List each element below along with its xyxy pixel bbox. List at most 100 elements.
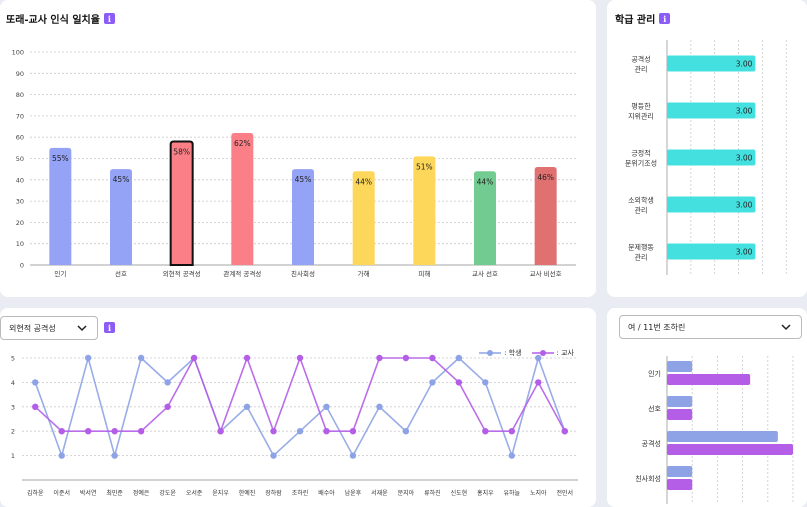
bar-value-label: 45% bbox=[295, 175, 312, 184]
y-tick-label: 2 bbox=[11, 428, 15, 436]
line-legend: : 학생 : 교사 bbox=[479, 348, 574, 358]
x-tick-label: 강도윤 bbox=[159, 489, 176, 497]
x-tick-label: 배수아 bbox=[318, 489, 335, 497]
x-tick-label: 서재윤 bbox=[371, 489, 388, 497]
data-point-교사 bbox=[217, 428, 224, 435]
data-point-학생 bbox=[376, 403, 383, 410]
data-point-학생 bbox=[402, 428, 410, 435]
x-tick-label: 조하린 bbox=[292, 489, 309, 497]
bar bbox=[667, 479, 693, 490]
y-tick-label: 90 bbox=[16, 70, 24, 78]
data-point-교사 bbox=[376, 354, 383, 362]
data-point-교사 bbox=[561, 428, 568, 435]
data-point-교사 bbox=[243, 354, 251, 362]
y-tick-label: 80 bbox=[16, 91, 24, 99]
x-tick-label: 피해 bbox=[418, 269, 430, 278]
bar bbox=[667, 374, 751, 385]
y-tick-label: 문제행동 관리 bbox=[628, 243, 654, 262]
y-tick-label: 선호 bbox=[648, 404, 661, 413]
y-tick-label: 40 bbox=[16, 176, 24, 184]
data-point-학생 bbox=[243, 403, 251, 410]
data-point-교사 bbox=[111, 428, 118, 435]
bar-value-label: 3.00 bbox=[736, 201, 753, 210]
bar bbox=[667, 55, 756, 72]
info-icon[interactable]: i bbox=[659, 13, 671, 24]
y-tick-label: 30 bbox=[16, 198, 24, 206]
bar-value-label: 44% bbox=[355, 177, 372, 186]
category-dropdown-value: 외현적 공격성 bbox=[9, 323, 56, 333]
bar bbox=[667, 466, 693, 477]
peer-teacher-agreement-title-row: 또래-교사 인식 일치율 i bbox=[6, 11, 115, 26]
bar-value-label: 3.00 bbox=[736, 248, 753, 257]
data-point-학생 bbox=[137, 354, 145, 362]
student-teacher-line-card: 외현적 공격성 i : 학생 : 교사 1 2 3 4 5 김하윤 이준서 박서연 최민준 정예은… bbox=[0, 308, 596, 507]
x-tick-label: 한예진 bbox=[239, 489, 256, 497]
info-icon[interactable]: i bbox=[103, 13, 115, 24]
bar bbox=[292, 169, 314, 265]
student-dropdown[interactable]: 여 / 11번 조하린 bbox=[619, 315, 802, 339]
agreement-bar-chart: 0 10 20 30 40 50 60 70 80 90 100 55% 인기 45% 선호 58% 외현적 공… bbox=[12, 49, 576, 278]
series-line-교사 bbox=[34, 355, 566, 434]
y-tick-label: 1 bbox=[11, 452, 15, 460]
x-tick-label: 교사 비선호 bbox=[530, 269, 562, 278]
bar bbox=[667, 431, 778, 442]
bar bbox=[667, 102, 756, 119]
y-tick-label: 10 bbox=[16, 240, 24, 248]
category-dropdown[interactable]: 외현적 공격성 bbox=[0, 316, 98, 340]
info-icon[interactable]: i bbox=[104, 322, 115, 333]
bar bbox=[667, 361, 693, 372]
x-tick-label: 윤지우 bbox=[212, 489, 229, 497]
data-point-학생 bbox=[455, 354, 463, 362]
bar-value-label: 45% bbox=[113, 175, 130, 184]
data-point-학생 bbox=[296, 428, 304, 435]
student-dropdown-value: 여 / 11번 조하린 bbox=[628, 322, 686, 332]
x-tick-label: 박서연 bbox=[80, 489, 97, 497]
data-point-교사 bbox=[296, 354, 304, 362]
x-tick-label: 인기 bbox=[54, 269, 66, 278]
y-tick-label: 60 bbox=[16, 134, 24, 142]
data-point-학생 bbox=[508, 452, 516, 459]
x-tick-label: 이준서 bbox=[53, 489, 70, 497]
bar bbox=[49, 147, 72, 265]
bar bbox=[534, 167, 557, 265]
legend-teacher-marker bbox=[531, 350, 554, 356]
y-tick-label: 인기 bbox=[648, 369, 661, 378]
x-tick-label: 정예은 bbox=[133, 489, 150, 497]
class-management-bar-chart: 3.00 공격성 관리 3.00 평등한 지위관리 3.00 긍정적 분위기조성 3.00 소외학생… bbox=[625, 40, 787, 275]
legend-student-label: : 학생 bbox=[504, 349, 522, 357]
data-point-교사 bbox=[190, 354, 198, 362]
bar-value-label: 51% bbox=[416, 162, 433, 171]
x-tick-label: 친사회성 bbox=[291, 269, 315, 278]
y-tick-label: 100 bbox=[12, 49, 24, 57]
bar-value-label: 55% bbox=[52, 154, 69, 163]
bar bbox=[474, 171, 496, 265]
x-tick-label: 선호 bbox=[115, 269, 127, 278]
peer-teacher-agreement-card: 또래-교사 인식 일치율 i 0 10 20 30 40 50 60 70 80 90 100 55%… bbox=[0, 0, 596, 297]
legend-student-marker bbox=[479, 350, 502, 356]
y-tick-label: 0 bbox=[20, 262, 24, 270]
data-point-학생 bbox=[349, 452, 357, 459]
x-tick-label: 노지아 bbox=[530, 489, 547, 497]
y-tick-label: 공격성 bbox=[642, 439, 661, 448]
bar-value-label: 3.00 bbox=[736, 107, 753, 116]
legend-student: : 학생 bbox=[479, 348, 522, 358]
data-point-교사 bbox=[164, 403, 171, 410]
y-tick-label: 친사회성 bbox=[635, 474, 661, 483]
x-tick-label: 문지아 bbox=[398, 489, 415, 497]
class-management-title-row: 학급 관리 i bbox=[615, 11, 671, 26]
legend-teacher: : 교사 bbox=[531, 348, 574, 358]
bar bbox=[413, 156, 436, 265]
bar bbox=[667, 196, 756, 213]
data-point-교사 bbox=[535, 379, 542, 386]
chevron-down-icon bbox=[77, 325, 87, 332]
x-tick-label: 홍지우 bbox=[477, 489, 494, 497]
x-tick-label: 최민준 bbox=[106, 489, 123, 497]
x-tick-label: 남윤후 bbox=[345, 489, 362, 497]
x-tick-label: 전민서 bbox=[556, 489, 573, 497]
bar bbox=[231, 132, 254, 265]
bar bbox=[169, 140, 194, 266]
y-tick-label: 4 bbox=[11, 379, 15, 387]
data-point-교사 bbox=[482, 428, 489, 435]
student-teacher-line-chart: 1 2 3 4 5 김하윤 이준서 박서연 최민준 정예은 강도윤 오서준 윤지우 한예진 장하람 조하린 배수… bbox=[11, 354, 578, 497]
